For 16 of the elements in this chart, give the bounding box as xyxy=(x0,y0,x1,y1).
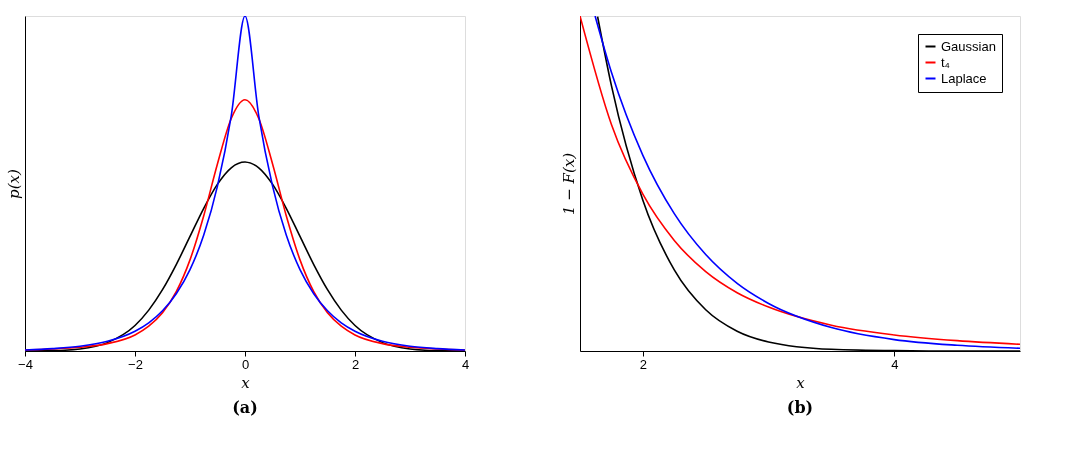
y-axis-title: 1 − F(x) xyxy=(559,152,578,216)
x-tick-label: −2 xyxy=(128,356,143,372)
x-tick-label: 4 xyxy=(461,356,470,372)
x-tick-label: 0 xyxy=(241,356,250,372)
text: (a) xyxy=(232,398,258,417)
x-tick-label: 2 xyxy=(639,356,647,372)
x-tick-label: 2 xyxy=(351,356,360,372)
x-axis-title: x xyxy=(796,373,806,392)
x-axis-title: x xyxy=(241,373,251,392)
legend-label: t₄ xyxy=(941,54,950,70)
legend-label: Laplace xyxy=(941,70,987,86)
text: (b) xyxy=(786,398,814,417)
legend-label: Gaussian xyxy=(941,38,996,54)
x-tick-label: 4 xyxy=(891,356,899,372)
y-axis-title: p(x) xyxy=(4,168,23,199)
x-tick-label: −4 xyxy=(18,356,33,372)
